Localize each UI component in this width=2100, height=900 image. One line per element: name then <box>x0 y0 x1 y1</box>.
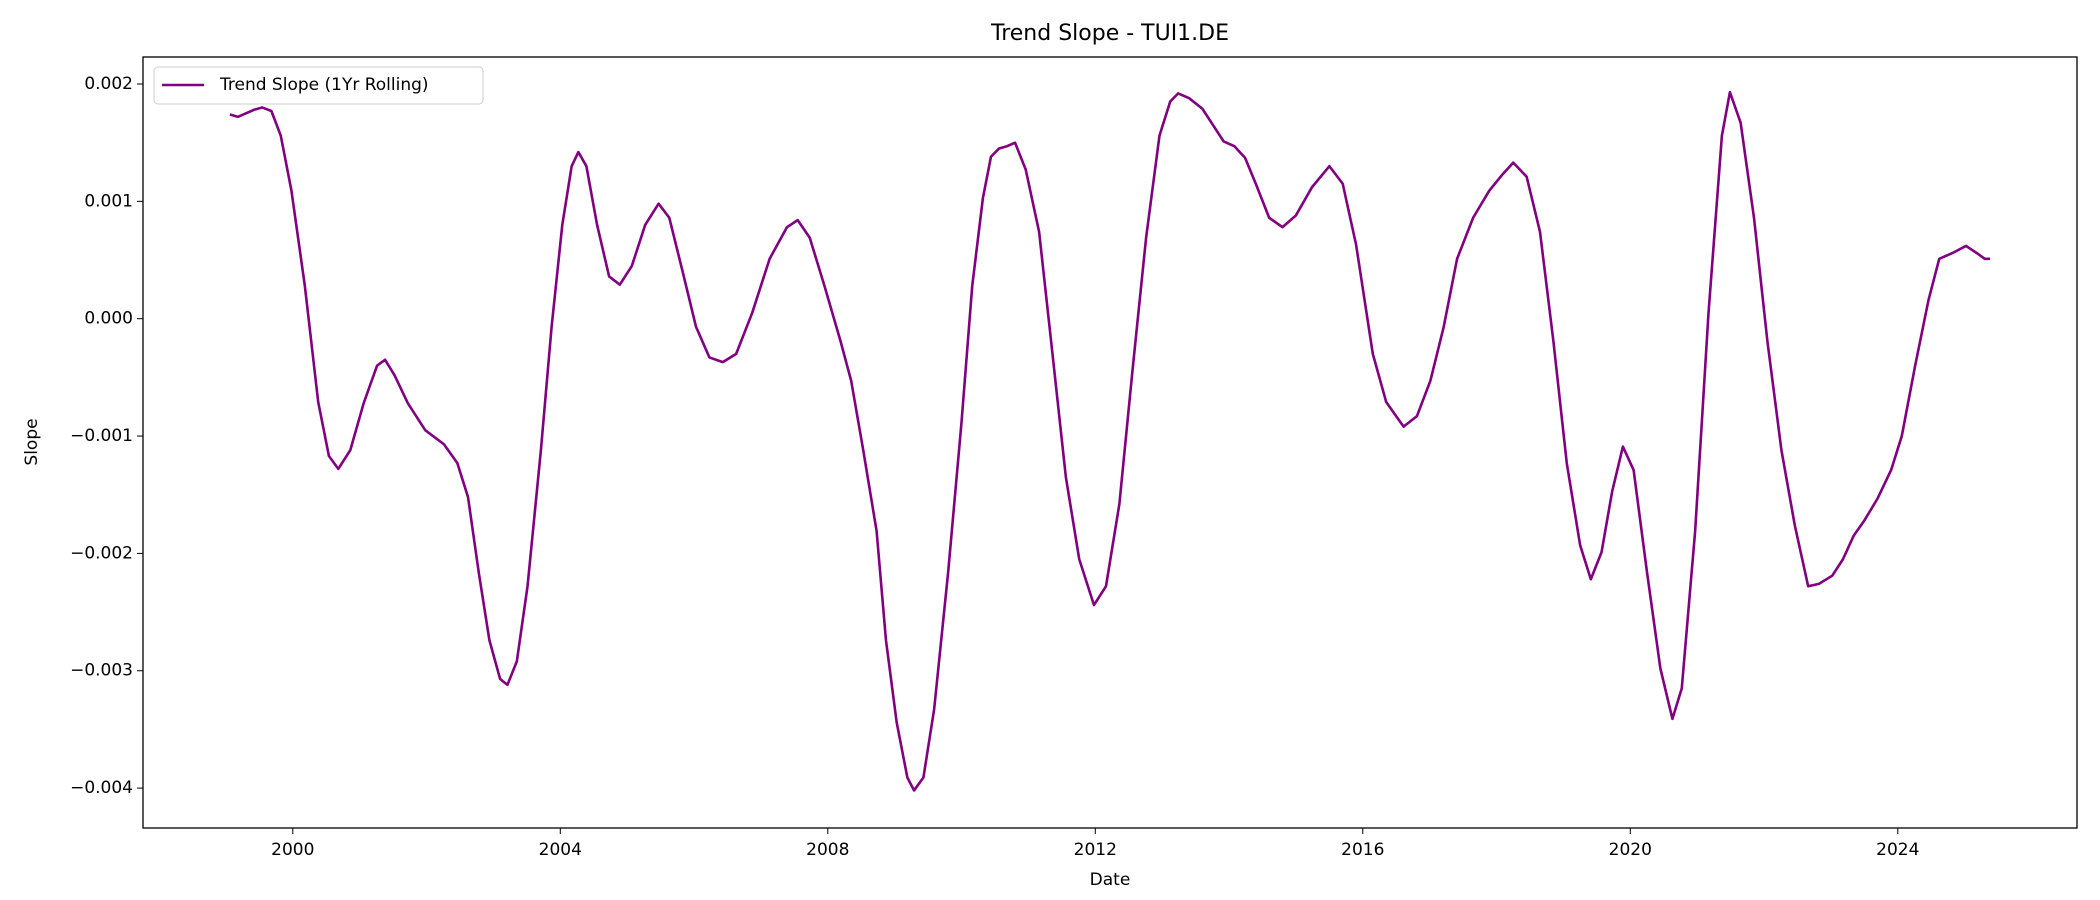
y-tick-label: 0.001 <box>84 191 133 211</box>
y-tick-label: 0.000 <box>84 309 133 329</box>
plot-frame <box>142 56 2078 829</box>
x-tick-label: 2020 <box>1609 840 1652 860</box>
y-tick-label: −0.001 <box>70 426 133 446</box>
chart-title: Trend Slope - TUI1.DE <box>990 21 1229 46</box>
y-tick-label: −0.004 <box>70 778 133 798</box>
x-tick-label: 2016 <box>1341 840 1384 860</box>
x-tick-label: 2008 <box>806 840 849 860</box>
x-axis-label: Date <box>1090 870 1131 890</box>
legend-box <box>153 66 484 105</box>
y-tick-label: −0.002 <box>70 543 133 563</box>
y-axis-label: Slope <box>22 418 42 465</box>
series-line <box>229 90 1991 792</box>
x-tick-label: 2012 <box>1074 840 1117 860</box>
x-tick-label: 2004 <box>539 840 582 860</box>
x-tick-label: 2024 <box>1876 840 1919 860</box>
x-tick-label: 2000 <box>271 840 314 860</box>
y-tick-label: −0.003 <box>70 661 133 681</box>
legend-label: Trend Slope (1Yr Rolling) <box>219 75 429 95</box>
y-tick-label: 0.002 <box>84 74 133 94</box>
